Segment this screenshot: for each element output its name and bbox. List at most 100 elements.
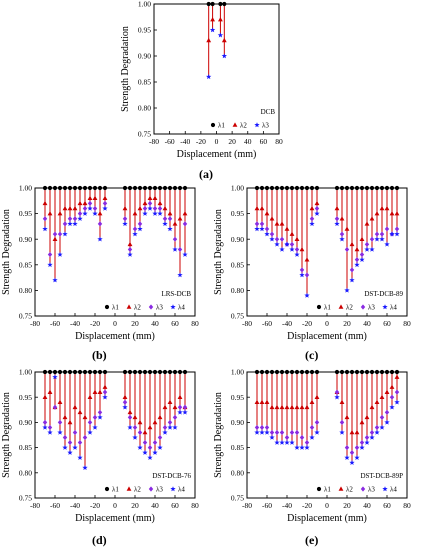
- point-λ3: [157, 434, 163, 441]
- point-λ2: [210, 17, 215, 22]
- point-λ4: [102, 394, 108, 400]
- point-λ3: [152, 439, 158, 446]
- point-λ2: [284, 404, 290, 410]
- point-λ2: [269, 216, 275, 221]
- caption-e: (e): [305, 533, 319, 547]
- point-λ2: [279, 404, 285, 410]
- point-λ4: [314, 429, 320, 435]
- point-λ1: [142, 185, 148, 191]
- point-λ4: [389, 231, 395, 237]
- point-λ2: [177, 216, 183, 221]
- point-λ4: [127, 251, 133, 257]
- point-λ4: [97, 236, 103, 242]
- point-λ4: [182, 409, 188, 415]
- legend-marker: [360, 486, 366, 492]
- point-λ2: [314, 200, 320, 206]
- point-λ2: [97, 389, 103, 394]
- point-λ3: [147, 200, 153, 206]
- point-λ2: [354, 246, 360, 252]
- point-λ1: [47, 369, 53, 375]
- point-λ1: [294, 369, 300, 375]
- point-λ3: [354, 445, 360, 451]
- point-λ3: [162, 424, 168, 431]
- x-axis-label: Displacement (mm): [75, 331, 155, 342]
- point-λ4: [379, 424, 385, 430]
- point-λ1: [299, 185, 305, 191]
- point-λ4: [142, 449, 148, 455]
- point-λ4: [62, 231, 68, 237]
- point-λ1: [157, 369, 163, 375]
- point-λ4: [334, 221, 340, 227]
- y-tick-label: 0.95: [138, 26, 151, 35]
- point-λ4: [182, 251, 188, 257]
- point-λ4: [167, 226, 173, 232]
- point-λ4: [102, 205, 108, 211]
- y-tick-label: 0.85: [231, 443, 244, 452]
- y-tick-label: 0.90: [138, 52, 151, 61]
- point-λ1: [172, 369, 178, 375]
- y-tick-label: 0.75: [19, 494, 32, 503]
- x-tick-label: 0: [113, 501, 117, 510]
- y-tick-label: 0.85: [231, 260, 244, 269]
- point-λ1: [369, 369, 375, 375]
- x-tick-label: 20: [343, 319, 351, 328]
- x-tick-label: -60: [50, 319, 60, 328]
- point-λ3: [102, 389, 108, 395]
- point-λ2: [264, 399, 270, 405]
- point-λ1: [374, 369, 380, 375]
- legend-marker: [148, 486, 154, 492]
- legend-label: λ3: [368, 486, 375, 494]
- x-tick-label: 80: [191, 319, 199, 328]
- point-λ3: [369, 236, 375, 242]
- chart-title: DST-DCB-89: [364, 290, 403, 298]
- point-λ2: [259, 205, 265, 211]
- point-λ4: [77, 215, 83, 221]
- point-λ1: [147, 369, 153, 375]
- legend-marker: [338, 304, 344, 309]
- point-λ1: [72, 185, 78, 191]
- point-λ2: [369, 404, 375, 410]
- point-λ3: [304, 272, 310, 278]
- point-λ4: [254, 226, 260, 232]
- point-λ1: [218, 1, 223, 7]
- point-λ2: [172, 404, 178, 410]
- point-λ1: [334, 185, 340, 191]
- point-λ4: [284, 439, 290, 445]
- x-tick-label: 0: [215, 137, 219, 146]
- point-λ3: [137, 221, 143, 227]
- y-tick-label: 0.75: [138, 130, 151, 139]
- x-tick-label: 60: [171, 501, 179, 510]
- point-λ3: [349, 450, 355, 456]
- point-λ4: [92, 210, 98, 216]
- point-λ1: [87, 185, 93, 191]
- point-λ1: [52, 185, 58, 191]
- point-λ3: [67, 439, 73, 446]
- point-λ1: [279, 185, 285, 191]
- point-λ3: [359, 251, 365, 258]
- point-λ2: [142, 429, 148, 435]
- point-λ2: [274, 221, 280, 226]
- point-λ3: [122, 216, 128, 222]
- point-λ1: [314, 369, 320, 375]
- point-λ3: [369, 429, 375, 436]
- point-λ2: [72, 205, 78, 211]
- point-λ4: [162, 221, 168, 227]
- point-λ3: [349, 267, 355, 273]
- point-λ4: [289, 439, 295, 445]
- point-λ3: [206, 74, 212, 80]
- point-λ3: [274, 429, 280, 436]
- point-λ2: [259, 399, 265, 405]
- point-λ1: [284, 185, 290, 191]
- point-λ3: [122, 399, 128, 405]
- point-λ3: [334, 216, 340, 222]
- point-λ2: [152, 195, 158, 201]
- point-λ3: [157, 205, 163, 212]
- y-tick-label: 0.95: [19, 393, 32, 402]
- legend-label: λ2: [346, 304, 353, 312]
- point-λ2: [274, 404, 280, 410]
- point-λ1: [137, 369, 143, 375]
- point-λ3: [309, 424, 315, 431]
- point-λ4: [284, 241, 290, 247]
- x-tick-label: -20: [90, 319, 100, 328]
- point-λ4: [132, 231, 138, 237]
